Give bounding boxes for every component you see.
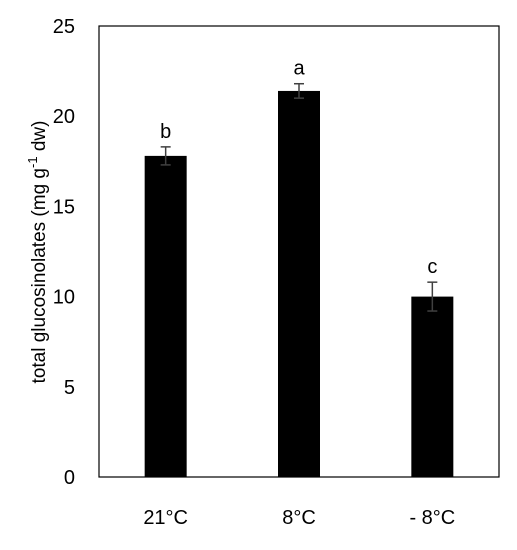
bar [278,90,320,477]
y-tick-label: 15 [53,196,75,218]
bar [144,155,187,477]
y-axis-title-suffix: dw) [29,121,50,157]
significance-label: a [293,58,305,80]
y-tick-label: 25 [53,16,75,38]
error-bars [160,82,438,312]
y-tick-label: 20 [53,106,75,128]
x-tick-label: 21°C [143,507,188,529]
error-bar [294,82,304,99]
significance-label: c [427,256,437,278]
significance-label: b [160,121,171,143]
y-axis-title: total glucosinolates (mg g-1 dw) [25,121,50,384]
bars [144,90,454,477]
x-tick-label: 8°C [282,507,316,529]
bar [411,296,454,477]
error-bar [160,146,171,166]
y-axis-title-prefix: total glucosinolates (mg g [29,168,50,383]
y-tick-label: 0 [64,467,75,489]
significance-labels: b a c [160,58,437,278]
error-bar [427,281,438,312]
y-tick-label: 10 [53,287,75,309]
y-axis-ticks: 0 5 10 15 20 25 [53,16,75,489]
x-tick-label: - 8°C [409,507,455,529]
x-axis-ticks: 21°C 8°C - 8°C [143,507,455,529]
y-axis-title-superscript: -1 [25,156,40,168]
y-tick-label: 5 [64,377,75,399]
